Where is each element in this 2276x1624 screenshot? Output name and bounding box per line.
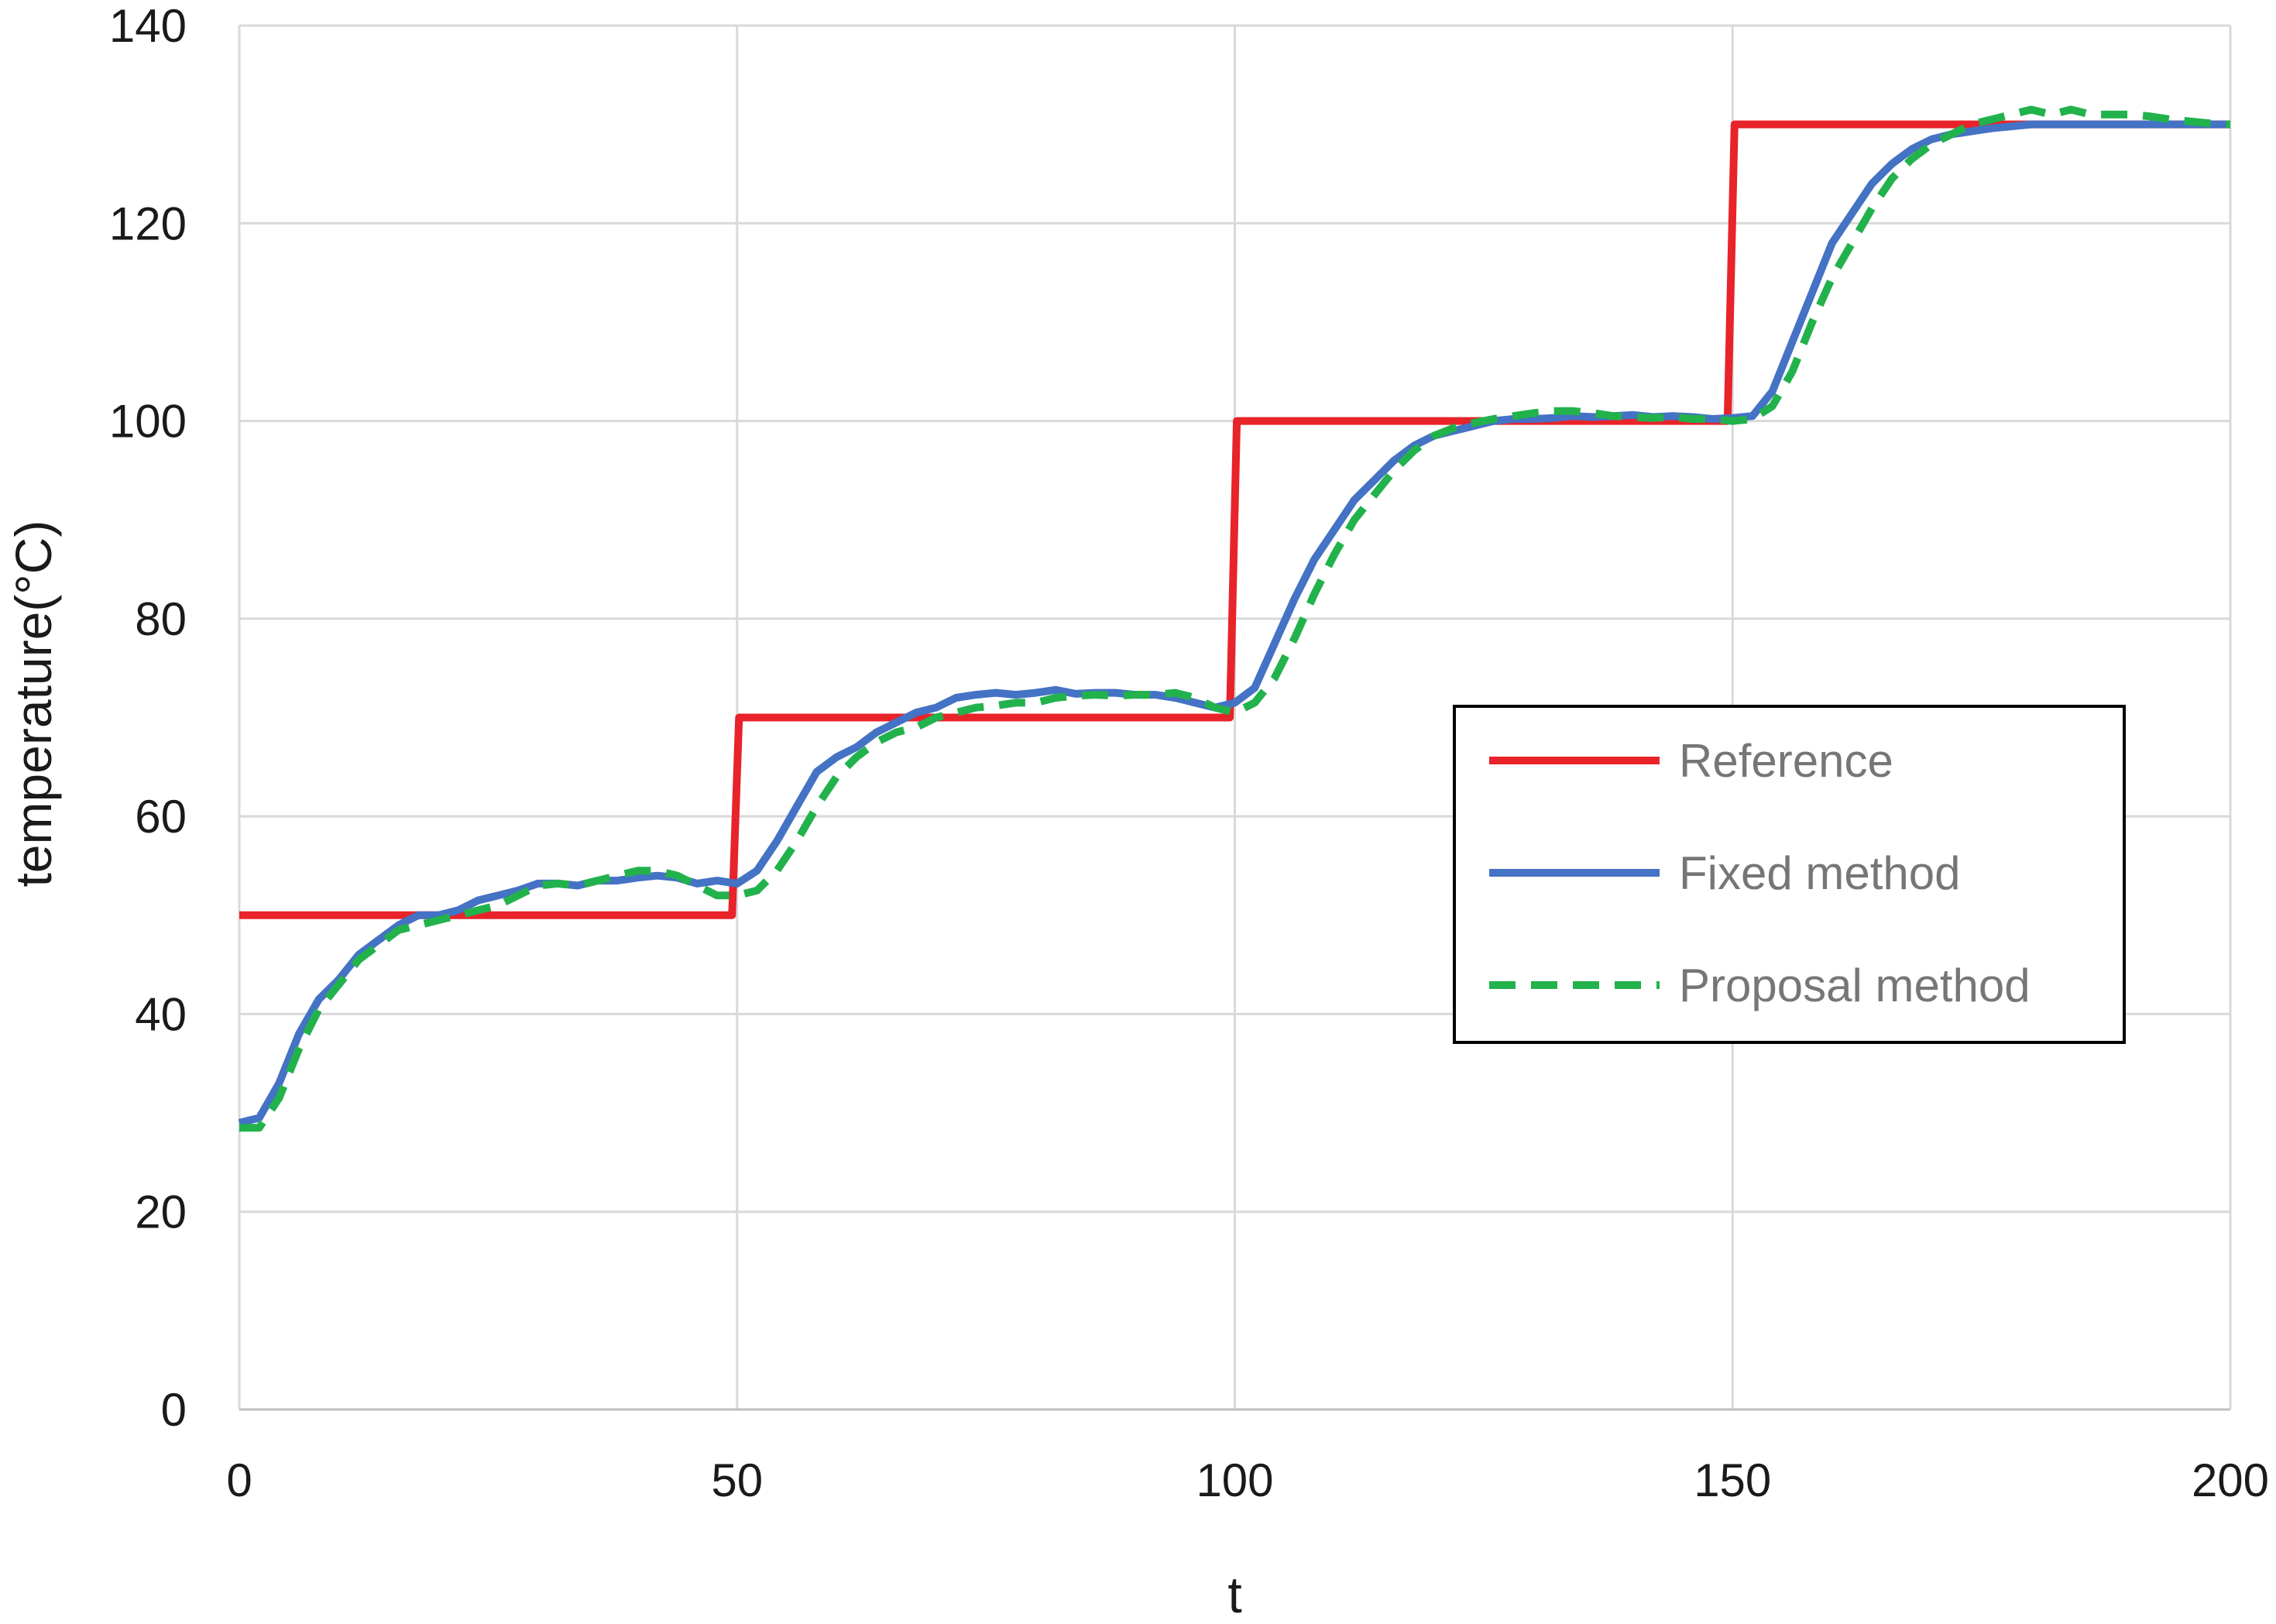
legend-label: Fixed method [1679,847,1961,899]
legend-label: Reference [1679,735,1893,787]
x-axis-title: t [1227,1566,1241,1620]
x-tick-label: 50 [711,1454,763,1506]
y-tick-label: 60 [135,791,187,843]
y-tick-label: 40 [135,988,187,1040]
x-tick-label: 200 [2192,1454,2269,1506]
y-tick-label: 20 [135,1186,187,1238]
legend: Reference Fixed method Proposal method [1453,705,2126,1044]
y-tick-label: 120 [109,197,187,249]
y-tick-label: 0 [161,1384,187,1436]
tick-labels: 0 20 40 60 80 100 120 140 0 50 100 150 200 [109,0,2269,1506]
y-tick-label: 100 [109,396,187,448]
legend-label: Proposal method [1679,960,2031,1011]
y-axis-title: temperature(°C) [5,520,62,888]
x-tick-label: 0 [226,1454,252,1506]
y-tick-label: 140 [109,0,187,52]
x-tick-label: 150 [1694,1454,1771,1506]
y-tick-label: 80 [135,593,187,645]
x-tick-label: 100 [1196,1454,1273,1506]
series-layer [238,105,2231,1132]
